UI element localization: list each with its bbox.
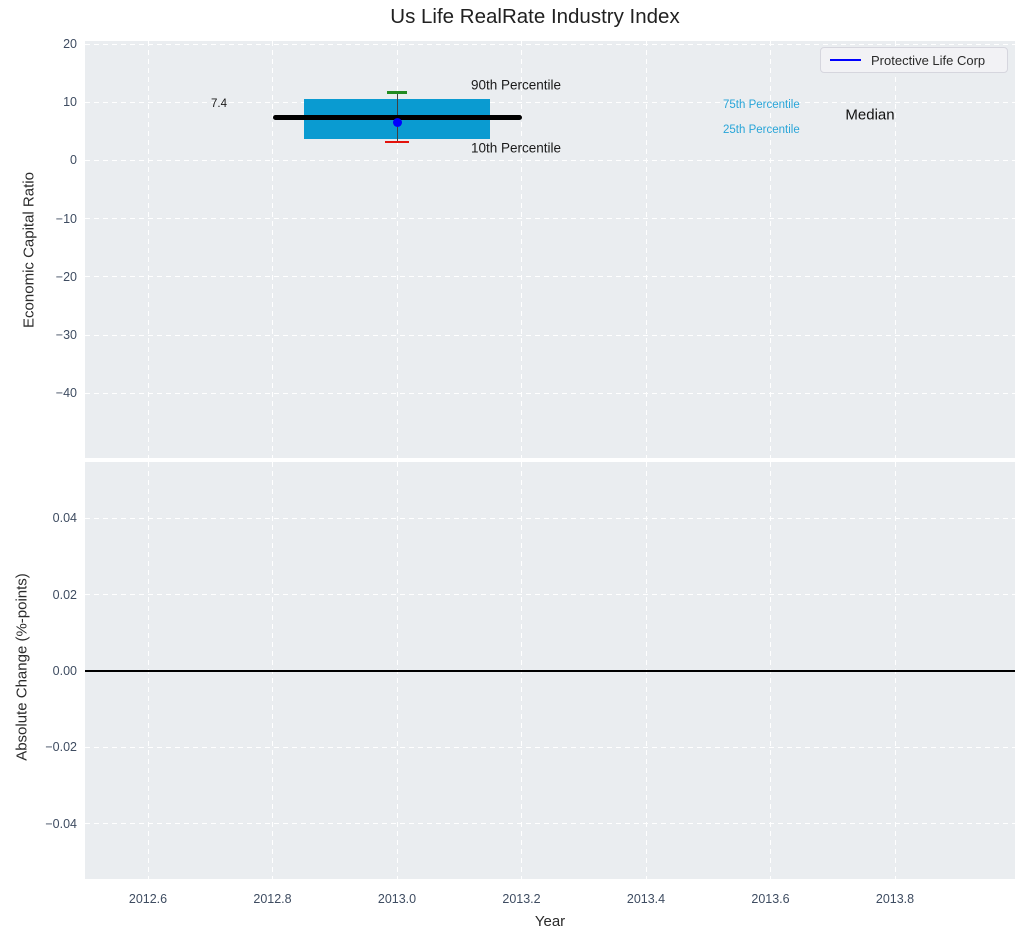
- ytick-label: −0.02: [45, 740, 77, 755]
- p75-annotation: 75th Percentile: [723, 99, 800, 111]
- gridline-h: [85, 392, 1015, 394]
- median-value-annotation: 7.4: [211, 98, 227, 110]
- p25-annotation: 25th Percentile: [723, 124, 800, 136]
- xtick-label: 2013.6: [751, 892, 790, 906]
- xtick-label: 2012.8: [253, 892, 292, 906]
- gridline-h: [85, 594, 1015, 596]
- ytick-label: −40: [55, 386, 77, 401]
- chart-title: Us Life RealRate Industry Index: [390, 5, 680, 28]
- x-axis-label: Year: [534, 913, 566, 930]
- gridline-h: [85, 517, 1015, 519]
- p10-cap: [385, 140, 409, 144]
- gridline-h: [85, 276, 1015, 278]
- ytick-label: 0.00: [52, 663, 77, 678]
- gridline-v: [770, 41, 771, 458]
- ytick-label: 0: [70, 153, 77, 168]
- ytick-label: 20: [63, 37, 77, 51]
- ytick-label: 0.04: [52, 511, 77, 526]
- gridline-h: [85, 334, 1015, 336]
- p10-annotation: 10th Percentile: [470, 140, 562, 156]
- gridline-h: [85, 43, 1015, 45]
- gridline-v: [521, 41, 522, 458]
- gridline-v: [894, 41, 896, 458]
- legend-label: Protective Life Corp: [871, 52, 986, 68]
- gridline-h: [85, 101, 1015, 103]
- xtick-label: 2013.8: [875, 892, 915, 906]
- gridline-h: [85, 159, 1015, 161]
- ytick-label: −10: [55, 211, 77, 226]
- p90-cap: [387, 91, 407, 94]
- xtick-label: 2013.2: [502, 892, 541, 906]
- industry-index-plot: [85, 41, 1015, 458]
- gridline-v: [396, 41, 398, 458]
- legend: Protective Life Corp: [820, 47, 1008, 73]
- xtick-label: 2013.4: [626, 892, 666, 906]
- ytick-label: 10: [63, 95, 77, 110]
- median-annotation: Median: [845, 106, 895, 124]
- gridline-h: [85, 218, 1015, 220]
- p90-annotation: 90th Percentile: [470, 77, 562, 93]
- ytick-label: −0.04: [45, 816, 77, 831]
- y-axis-label-top: Economic Capital Ratio: [20, 172, 38, 328]
- zero-line: [85, 670, 1015, 672]
- xtick-label: 2013.0: [377, 892, 417, 906]
- gridline-v: [147, 41, 149, 458]
- absolute-change-plot: [85, 462, 1015, 879]
- ytick-label: −20: [55, 269, 77, 284]
- gridline-h: [85, 823, 1015, 824]
- gridline-h: [85, 746, 1015, 748]
- legend-line-sample: [830, 58, 861, 62]
- company-point: [392, 118, 402, 128]
- xtick-label: 2012.6: [128, 892, 168, 906]
- ytick-label: −30: [55, 328, 77, 342]
- median-line: [272, 114, 522, 121]
- gridline-v: [645, 41, 647, 458]
- ytick-label: 0.02: [52, 587, 77, 602]
- gridline-v: [272, 41, 273, 458]
